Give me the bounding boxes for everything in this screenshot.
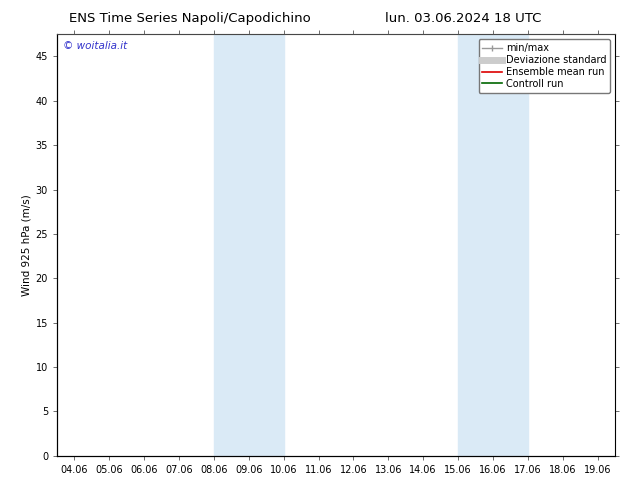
Y-axis label: Wind 925 hPa (m/s): Wind 925 hPa (m/s) — [22, 194, 31, 296]
Text: lun. 03.06.2024 18 UTC: lun. 03.06.2024 18 UTC — [385, 12, 541, 25]
Bar — [458, 34, 493, 456]
Legend: min/max, Deviazione standard, Ensemble mean run, Controll run: min/max, Deviazione standard, Ensemble m… — [479, 39, 610, 93]
Bar — [249, 34, 284, 456]
Text: ENS Time Series Napoli/Capodichino: ENS Time Series Napoli/Capodichino — [69, 12, 311, 25]
Bar — [214, 34, 249, 456]
Text: © woitalia.it: © woitalia.it — [63, 41, 127, 50]
Bar — [493, 34, 528, 456]
